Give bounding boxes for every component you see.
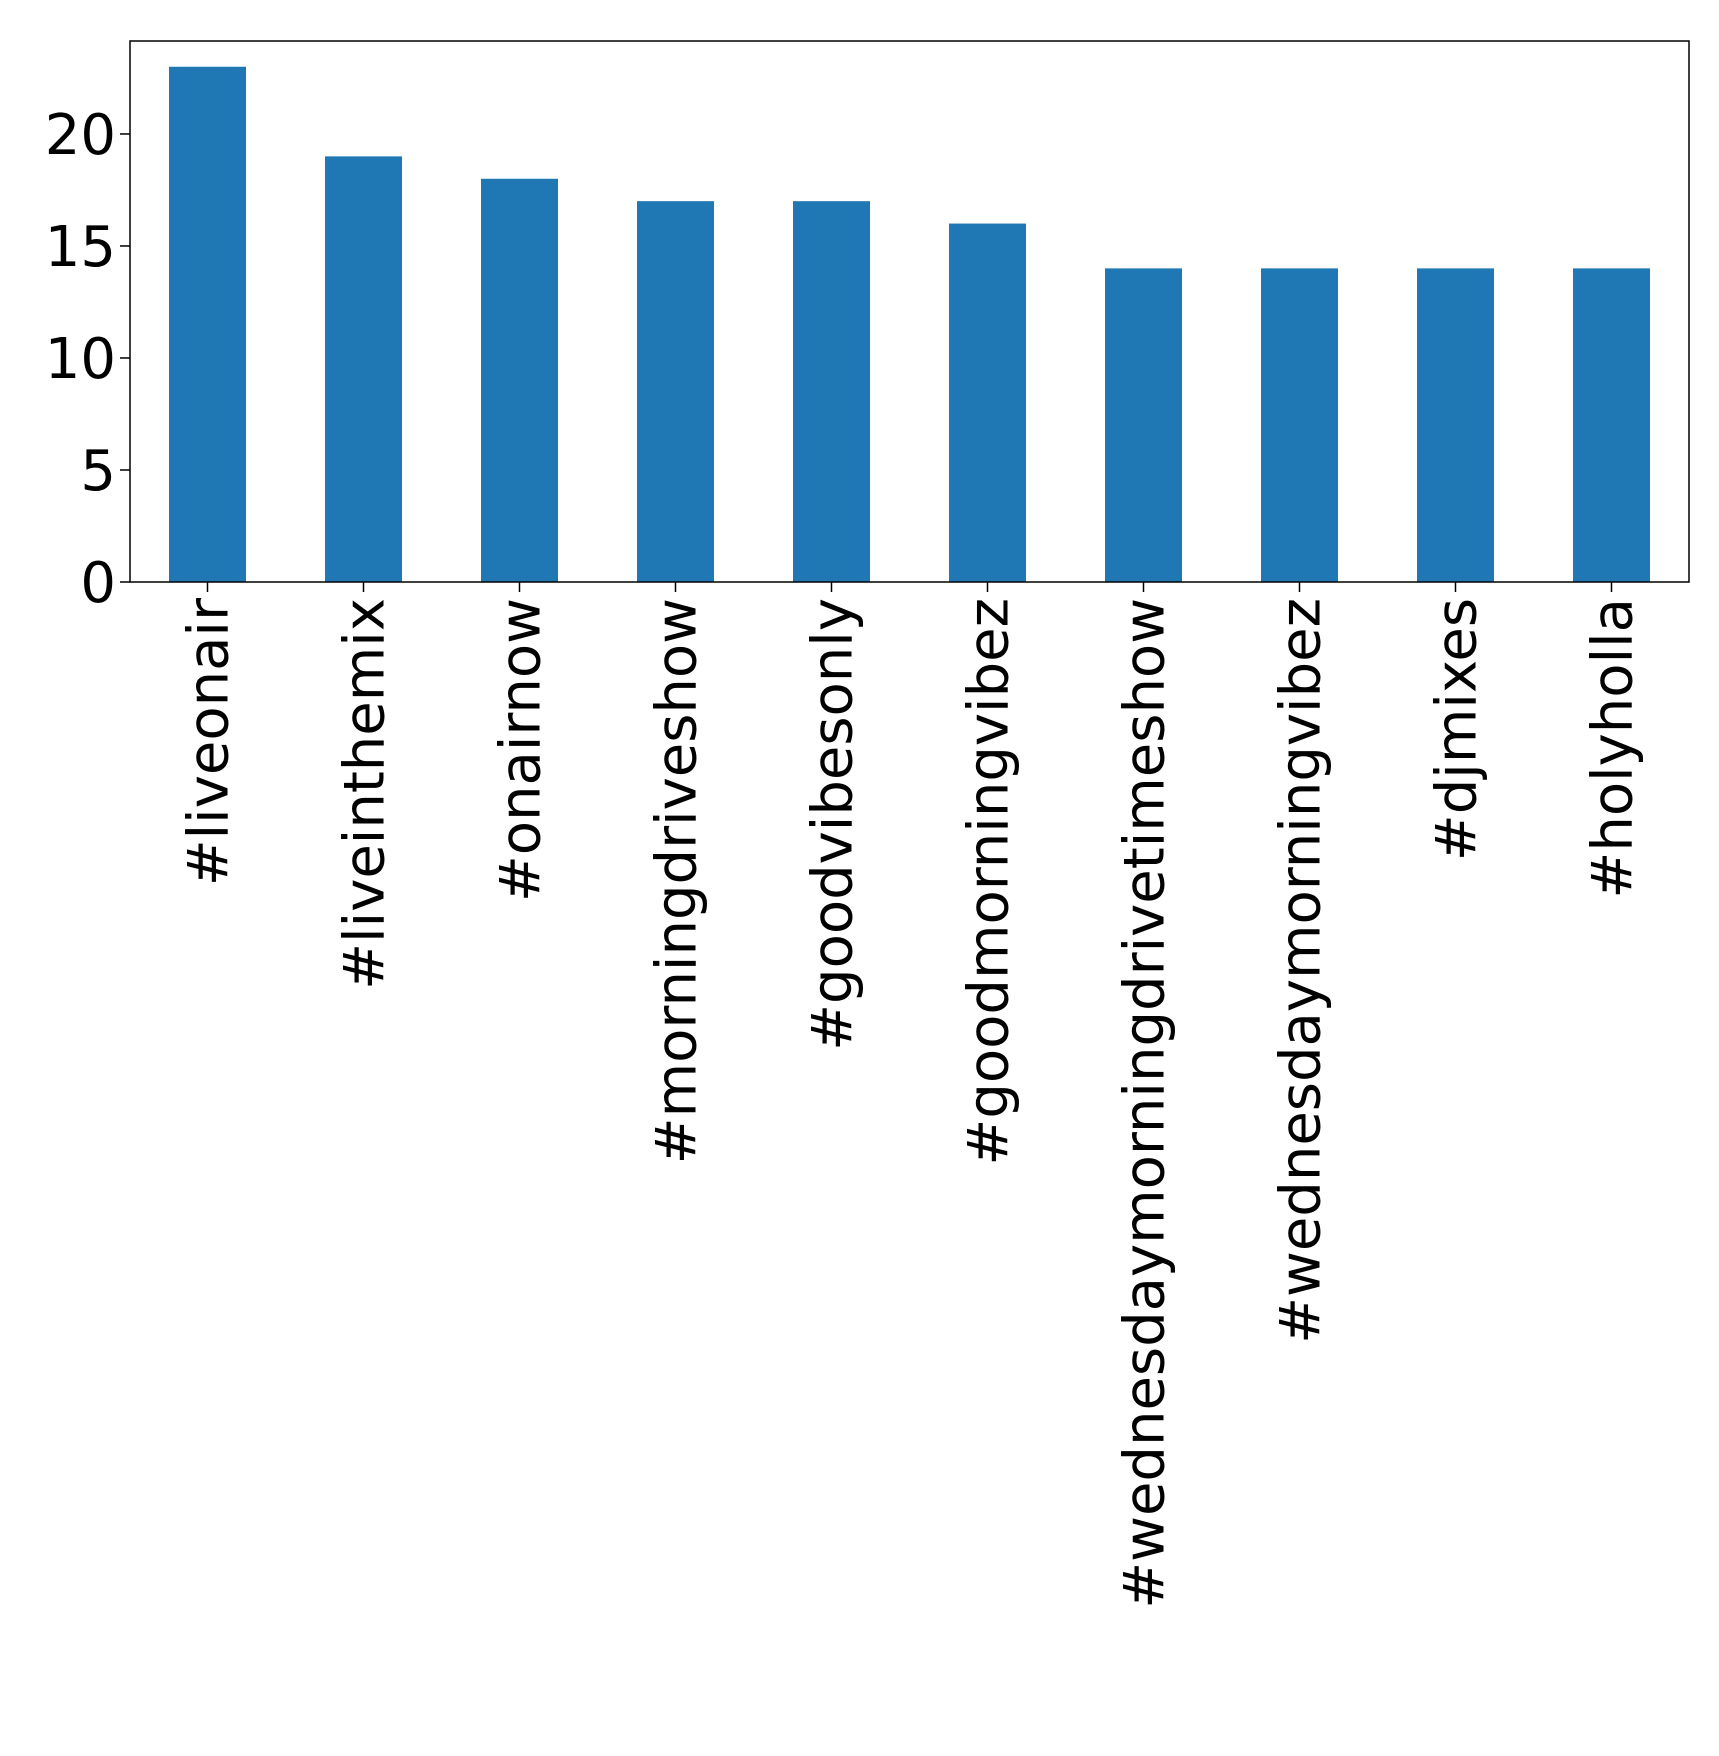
plot-frame <box>129 40 1690 583</box>
y-tick-label: 20 <box>45 103 116 168</box>
y-tick-label: 15 <box>45 215 116 280</box>
bar-morningdriveshow <box>637 201 714 583</box>
bar-liveinthemix <box>325 156 402 582</box>
bar-holyholla <box>1573 268 1650 582</box>
bar-goodvibesonly <box>793 201 870 583</box>
x-tick-label-djmixes: #djmixes <box>1425 598 1490 861</box>
x-tick-label-goodmorningvibez: #goodmorningvibez <box>957 598 1022 1166</box>
x-tick-label-goodvibesonly: #goodvibesonly <box>801 598 866 1051</box>
y-axis: 0 5 10 15 20 <box>45 103 130 616</box>
x-axis: #liveonair #liveinthemix #onairnow #morning… <box>177 582 1646 1609</box>
bar-wednesdaymorningvibez <box>1261 268 1338 582</box>
bar-onairnow <box>481 178 558 582</box>
x-tick-label-holyholla: #holyholla <box>1581 598 1646 899</box>
x-tick-label-liveinthemix: #liveinthemix <box>333 598 398 990</box>
bar-wednesdaymorningdrivetimeshow <box>1105 268 1182 582</box>
bar-djmixes <box>1417 268 1494 582</box>
bar-liveonair <box>169 66 246 582</box>
x-tick-label-liveonair: #liveonair <box>177 597 242 886</box>
bar-goodmorningvibez <box>949 223 1026 582</box>
x-tick-label-morningdriveshow: #morningdriveshow <box>645 598 710 1164</box>
x-tick-label-onairnow: #onairnow <box>489 598 554 902</box>
y-tick-label: 10 <box>45 327 116 392</box>
x-tick-label-wednesdaymorningdrivetimeshow: #wednesdaymorningdrivetimeshow <box>1113 598 1178 1609</box>
x-tick-label-wednesdaymorningvibez: #wednesdaymorningvibez <box>1269 598 1334 1344</box>
y-tick-label: 0 <box>80 551 116 616</box>
bars-layer <box>169 66 1650 583</box>
y-tick-label: 5 <box>80 439 116 504</box>
